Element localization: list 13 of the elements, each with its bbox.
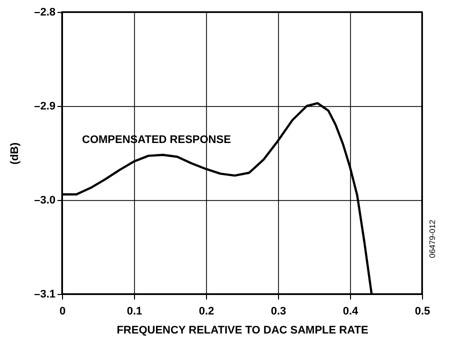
x-tick-label: 0.1 [126, 306, 142, 318]
x-tick-label: 0.3 [270, 306, 286, 318]
y-tick-label: –2.9 [34, 100, 56, 112]
x-tick-label: 0 [59, 306, 66, 318]
y-tick-label: –3.1 [34, 288, 56, 300]
x-axis-title: FREQUENCY RELATIVE TO DAC SAMPLE RATE [116, 324, 368, 336]
x-tick-label: 0.4 [342, 306, 360, 318]
x-tick-label: 0.5 [414, 306, 430, 318]
y-tick-label: –3.0 [34, 194, 56, 206]
y-tick-label: –2.8 [34, 6, 56, 18]
x-tick-label: 0.2 [198, 306, 214, 318]
figure-id: 06479-012 [428, 220, 437, 258]
y-axis-title: (dB) [9, 142, 22, 164]
